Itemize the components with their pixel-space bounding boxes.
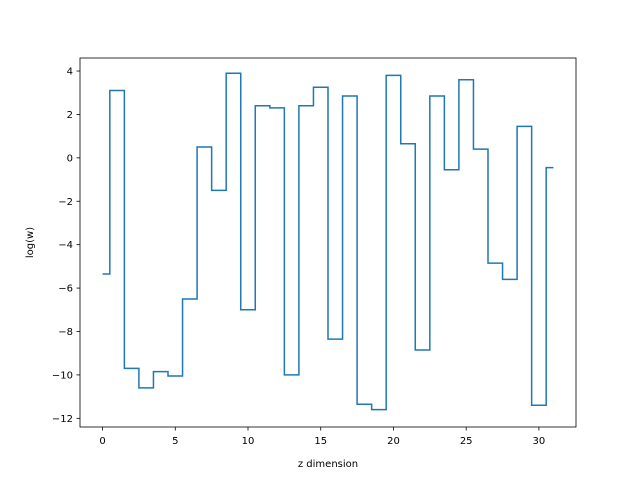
x-tick-label: 0 [99,436,105,447]
y-axis-ticks: −12 −10 −8 −6 −4 −2 0 2 4 [52,67,80,425]
y-tick-label: −4 [58,240,73,251]
y-tick-label: −12 [52,414,73,425]
y-tick-label: 2 [67,110,73,121]
x-tick-label: 10 [242,436,255,447]
x-axis-ticks: 0 5 10 15 20 25 30 [99,427,545,447]
plot-layer [102,72,554,411]
x-tick-label: 20 [387,436,400,447]
y-axis-label: log(w) [25,227,36,258]
x-tick-label: 15 [314,436,327,447]
y-tick-label: −2 [58,197,73,208]
x-tick-label: 30 [533,436,546,447]
y-tick-label: −6 [58,284,73,295]
series-line-0 [102,72,554,411]
y-tick-label: −10 [52,370,73,381]
axes-frame [79,57,577,428]
x-axis-label: z dimension [298,459,358,470]
x-tick-label: 25 [460,436,473,447]
x-tick-label: 5 [172,436,178,447]
y-tick-label: 0 [67,153,73,164]
y-tick-label: 4 [67,67,73,78]
y-tick-label: −8 [58,327,73,338]
